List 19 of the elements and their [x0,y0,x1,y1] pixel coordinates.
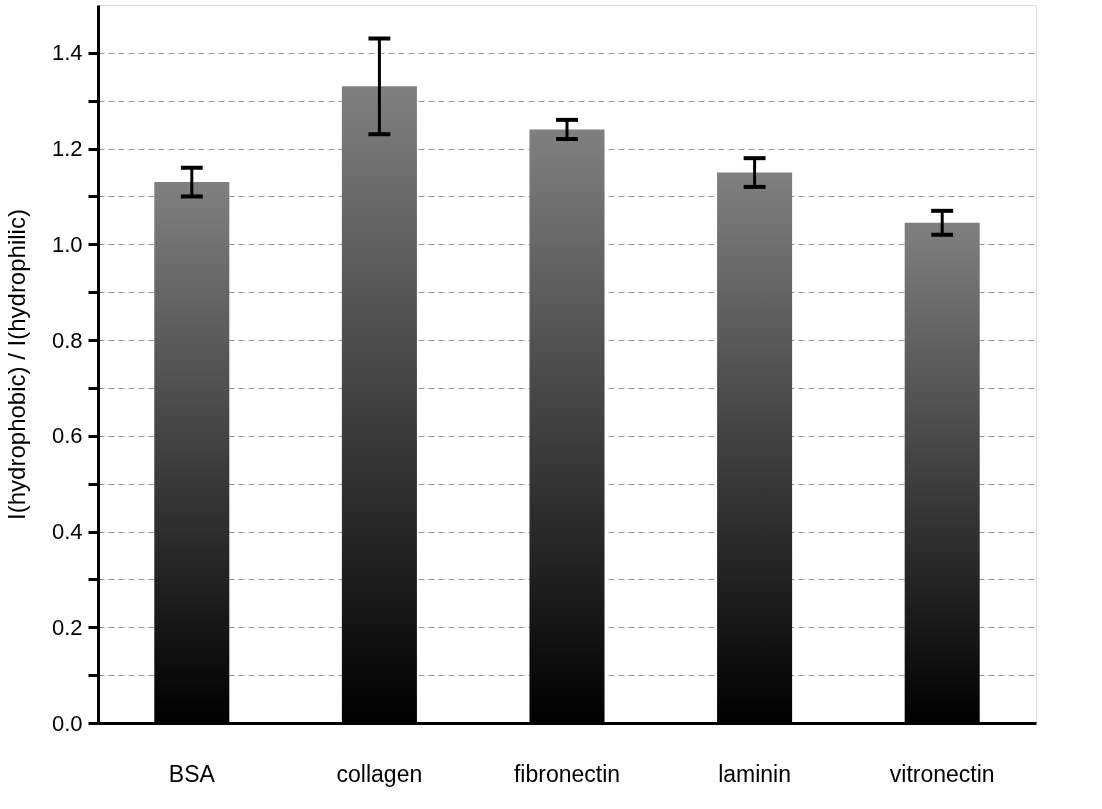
bar [154,182,230,723]
y-tick-label: 0.6 [51,423,83,449]
y-tick-label: 0.0 [51,710,83,736]
y-tick-label: 0.4 [51,519,83,545]
y-tick-label: 1.0 [51,231,83,257]
y-tick-label: 0.2 [51,614,83,640]
x-tick-label: laminin [718,760,792,787]
x-tick-label: vitronectin [889,760,995,787]
bar [341,86,417,723]
y-tick-label: 0.8 [51,327,83,353]
bar [904,222,980,723]
x-tick-label: collagen [336,760,423,787]
bar [717,172,793,723]
y-axis-title: I(hydrophobic) / I(hydrophilic) [2,209,30,520]
y-tick-label: 1.2 [51,136,83,162]
bar [529,129,605,723]
x-tick-label: fibronectin [513,760,621,787]
y-tick-label: 1.4 [51,40,83,66]
x-tick-label: BSA [168,760,216,787]
